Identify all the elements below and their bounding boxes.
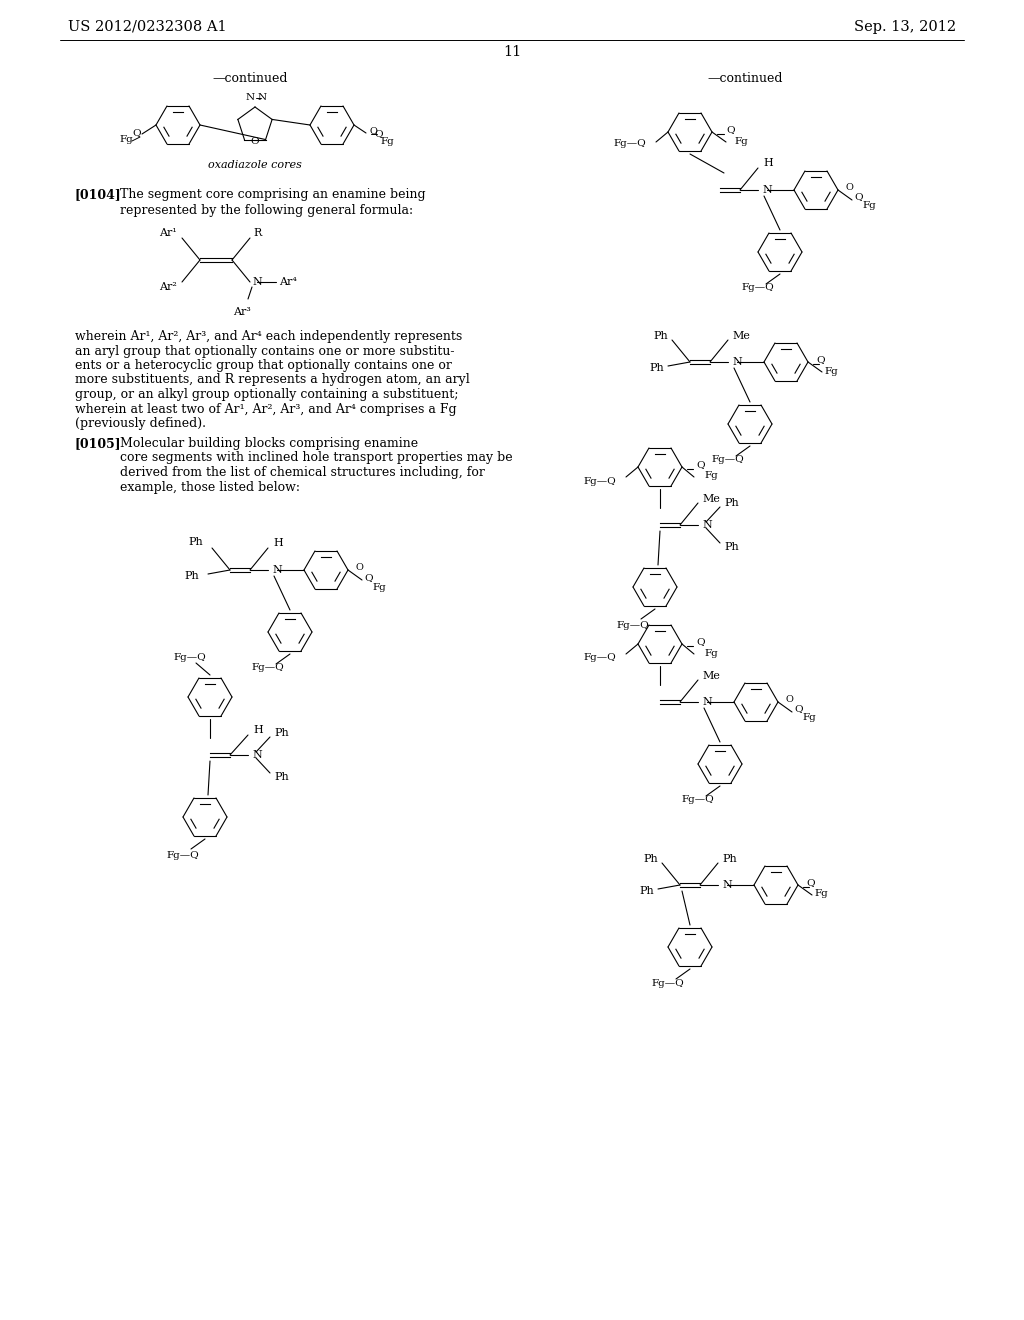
Text: [0104]: [0104] [75,187,122,201]
Text: Fg—Q: Fg—Q [167,850,200,859]
Text: 11: 11 [503,45,521,59]
Text: Sep. 13, 2012: Sep. 13, 2012 [854,20,956,34]
Text: Ph: Ph [724,543,738,552]
Text: Ar³: Ar³ [233,308,251,317]
Text: N: N [762,185,772,195]
Text: Fg: Fg [802,714,816,722]
Text: Ar⁴: Ar⁴ [280,277,297,286]
Text: O: O [369,127,377,136]
Text: Fg—Q: Fg—Q [616,620,649,630]
Text: Ar²: Ar² [159,282,177,292]
Text: [0105]: [0105] [75,437,122,450]
Text: N: N [722,880,732,890]
Text: Ph: Ph [653,331,668,341]
Text: Q: Q [816,355,824,364]
Text: N: N [252,750,262,760]
Text: Fg: Fg [705,648,718,657]
Text: Fg: Fg [705,471,718,480]
Text: Ar¹: Ar¹ [159,228,177,238]
Text: Q: Q [854,193,862,202]
Text: Me: Me [702,671,720,681]
Text: an aryl group that optionally contains one or more substitu-: an aryl group that optionally contains o… [75,345,455,358]
Text: —continued: —continued [708,71,782,84]
Text: oxadiazole cores: oxadiazole cores [208,160,302,170]
Text: O: O [356,564,364,573]
Text: R: R [254,228,262,238]
Text: Q: Q [726,125,734,135]
Text: group, or an alkyl group optionally containing a substituent;: group, or an alkyl group optionally cont… [75,388,459,401]
Text: example, those listed below:: example, those listed below: [120,480,300,494]
Text: Q: Q [806,879,815,887]
Text: Ph: Ph [722,854,736,865]
Text: Fg—Q: Fg—Q [613,140,646,149]
Text: US 2012/0232308 A1: US 2012/0232308 A1 [68,20,226,34]
Text: H: H [763,158,773,168]
Text: Ph: Ph [639,886,654,896]
Text: O: O [786,696,794,705]
Text: core segments with inclined hole transport properties may be: core segments with inclined hole transpo… [120,451,513,465]
Text: Q: Q [375,129,383,139]
Text: Ph: Ph [724,498,738,508]
Text: wherein at least two of Ar¹, Ar², Ar³, and Ar⁴ comprises a Fg: wherein at least two of Ar¹, Ar², Ar³, a… [75,403,457,416]
Text: Fg—Q: Fg—Q [584,653,616,663]
Text: Fg—Q: Fg—Q [712,455,744,465]
Text: Ph: Ph [188,537,203,546]
Text: N: N [702,697,712,708]
Text: Q: Q [364,573,373,582]
Text: O: O [251,137,259,147]
Text: (previously defined).: (previously defined). [75,417,206,430]
Text: Fg: Fg [372,582,386,591]
Text: N: N [702,520,712,531]
Text: Fg—Q: Fg—Q [584,477,616,486]
Text: The segment core comprising an enamine being: The segment core comprising an enamine b… [120,187,426,201]
Text: Fg—Q: Fg—Q [174,652,207,661]
Text: N: N [732,356,741,367]
Text: Fg—Q: Fg—Q [741,284,774,293]
Text: Fg—Q: Fg—Q [651,978,684,987]
Text: Me: Me [732,331,750,341]
Text: Fg: Fg [734,136,748,145]
Text: more substituents, and R represents a hydrogen atom, an aryl: more substituents, and R represents a hy… [75,374,470,387]
Text: O: O [846,183,854,193]
Text: —continued: —continued [212,71,288,84]
Text: Ph: Ph [274,729,289,738]
Text: Ph: Ph [184,572,199,581]
Text: Ph: Ph [643,854,658,865]
Text: Q: Q [696,638,705,647]
Text: Q: Q [794,705,803,714]
Text: ents or a heterocyclic group that optionally contains one or: ents or a heterocyclic group that option… [75,359,452,372]
Text: Q: Q [133,128,141,137]
Text: Fg: Fg [824,367,838,375]
Text: Fg: Fg [119,136,133,144]
Text: Fg—Q: Fg—Q [682,796,715,804]
Text: represented by the following general formula:: represented by the following general for… [120,205,413,216]
Text: Me: Me [702,494,720,504]
Text: Q: Q [696,461,705,470]
Text: Molecular building blocks comprising enamine: Molecular building blocks comprising ena… [120,437,418,450]
Text: N: N [252,277,262,286]
Text: N: N [257,94,266,103]
Text: H: H [273,539,283,548]
Text: N: N [246,94,255,103]
Text: Ph: Ph [274,772,289,781]
Text: Fg: Fg [380,136,394,145]
Text: Ph: Ph [649,363,664,374]
Text: Fg—Q: Fg—Q [252,664,285,672]
Text: derived from the list of chemical structures including, for: derived from the list of chemical struct… [120,466,485,479]
Text: H: H [253,725,263,735]
Text: Fg: Fg [862,202,876,210]
Text: Fg: Fg [814,890,827,899]
Text: wherein Ar¹, Ar², Ar³, and Ar⁴ each independently represents: wherein Ar¹, Ar², Ar³, and Ar⁴ each inde… [75,330,462,343]
Text: N: N [272,565,282,576]
